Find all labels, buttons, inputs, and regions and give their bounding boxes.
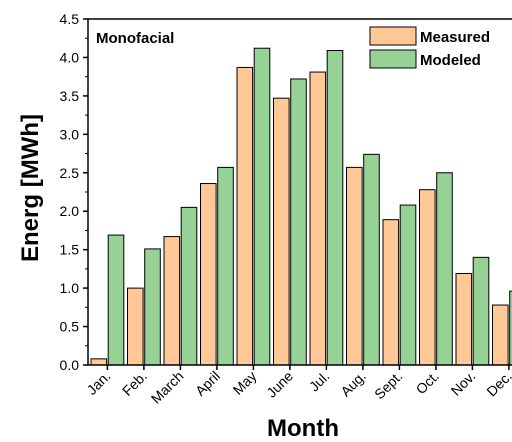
- bar-modeled-dec: [509, 290, 512, 366]
- y-tick-label-9: 4.5: [60, 11, 80, 27]
- bar-modeled-april: [217, 166, 234, 366]
- bar-measured-dec: [492, 304, 509, 366]
- y-tick-label-4: 2.0: [60, 203, 80, 219]
- bar-measured-aug: [346, 166, 363, 366]
- bar-measured-may: [236, 66, 254, 366]
- y-tick-label-1: 0.5: [60, 319, 80, 335]
- x-category-label-jan: Jan.: [83, 368, 113, 398]
- panel-annotation: Monofacial: [96, 30, 174, 47]
- bar-modeled-nov: [472, 256, 490, 366]
- legend-label-modeled: Modeled: [420, 52, 481, 69]
- bar-measured-jan: [90, 358, 108, 366]
- bar-measured-oct: [419, 189, 436, 366]
- x-category-label-sept: Sept.: [371, 368, 405, 402]
- bars-group: [90, 47, 512, 366]
- x-category-label-feb: Feb.: [119, 368, 150, 399]
- bar-measured-nov: [455, 273, 473, 366]
- bar-modeled-sept: [399, 204, 417, 366]
- x-category-label-june: June: [263, 368, 296, 401]
- y-tick-label-2: 1.0: [60, 280, 80, 296]
- x-category-label-may: May: [230, 368, 260, 398]
- y-axis-title: Energ [MWh]: [17, 114, 44, 262]
- bar-measured-march: [163, 236, 181, 366]
- bar-measured-feb: [127, 287, 144, 366]
- bar-measured-june: [273, 97, 290, 366]
- x-category-label-dec: Dec.: [483, 368, 512, 400]
- y-axis-ticks: 0.0 0.5 1.0 1.5 2.0 2.5 3.0 3.5 4.0 4.5: [60, 11, 88, 373]
- bar-modeled-oct: [436, 172, 453, 366]
- bar-measured-sept: [382, 219, 400, 366]
- bar-modeled-june: [290, 78, 307, 366]
- legend: Measured Modeled: [369, 26, 490, 69]
- bar-modeled-jul: [326, 50, 344, 366]
- x-axis-title: Month: [267, 415, 339, 442]
- bar-modeled-aug: [363, 153, 380, 366]
- legend-label-measured: Measured: [420, 29, 490, 46]
- legend-swatch-measured: [369, 26, 417, 46]
- bar-modeled-may: [253, 47, 271, 366]
- x-category-label-oct: Oct.: [413, 368, 442, 397]
- y-tick-label-5: 2.5: [60, 165, 80, 181]
- y-tick-label-3: 1.5: [60, 242, 80, 258]
- x-category-label-nov: Nov.: [448, 368, 479, 399]
- bar-modeled-march: [180, 206, 198, 366]
- x-category-label-march: March: [148, 368, 187, 407]
- x-category-label-jul: Jul.: [306, 368, 333, 395]
- x-category-label-aug: Aug.: [337, 368, 369, 400]
- bar-measured-april: [200, 183, 217, 366]
- y-tick-label-0: 0.0: [60, 357, 80, 373]
- y-tick-label-6: 3.0: [60, 126, 80, 142]
- y-tick-label-8: 4.0: [60, 49, 80, 65]
- y-tick-label-7: 3.5: [60, 88, 80, 104]
- bar-modeled-jan: [107, 234, 125, 366]
- legend-swatch-modeled: [369, 49, 417, 69]
- bar-modeled-feb: [144, 248, 161, 366]
- bar-measured-jul: [309, 71, 327, 366]
- x-axis-category-labels: Jan. Feb.March April May June Jul. Aug. Sept. Oc…: [83, 365, 512, 407]
- x-category-label-april: April: [192, 368, 223, 399]
